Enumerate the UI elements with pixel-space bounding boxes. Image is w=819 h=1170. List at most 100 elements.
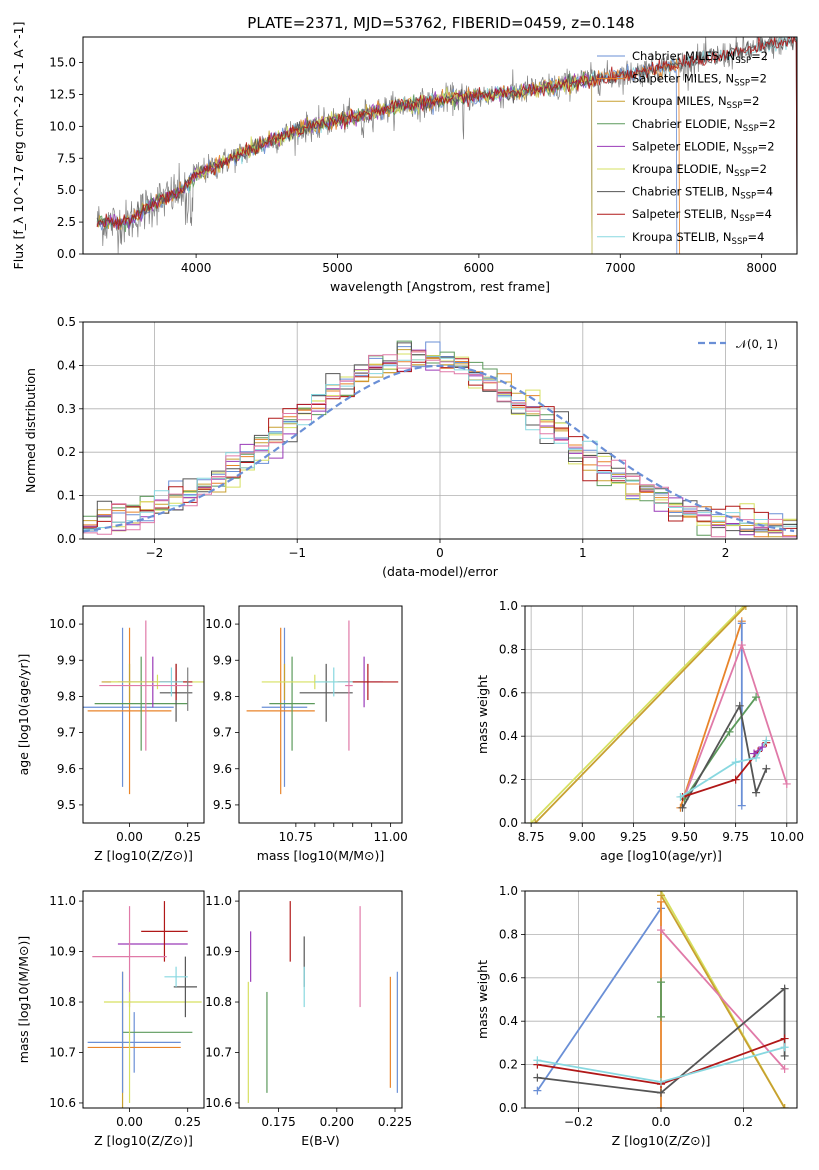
x-tick-label: 8.75 xyxy=(518,830,545,844)
figure-title: PLATE=2371, MJD=53762, FIBERID=0459, z=0… xyxy=(247,14,634,32)
y-tick-label: 15.0 xyxy=(49,56,76,70)
x-tick-label: −1 xyxy=(288,546,306,560)
y-tick-label: 0.8 xyxy=(499,642,518,656)
weight-point-marker xyxy=(780,1064,789,1073)
y-tick-label: 0.4 xyxy=(499,729,518,743)
weight-point-marker xyxy=(657,926,665,935)
axes-frame xyxy=(524,605,798,824)
x-tick-label: 1 xyxy=(579,546,587,560)
weight-point-marker xyxy=(752,693,761,702)
weight-point-marker xyxy=(780,1043,789,1052)
y-tick-label: 1.0 xyxy=(499,884,518,898)
plot-area xyxy=(246,620,399,795)
x-tick-label: 0.2 xyxy=(734,1115,753,1129)
y-tick-label: 9.9 xyxy=(213,653,232,667)
weight-point-marker xyxy=(735,701,744,710)
y-tick-label: 9.7 xyxy=(213,726,232,740)
legend-entry: Chabrier MILES, NSSP=2 xyxy=(632,49,768,66)
y-tick-label: 0.2 xyxy=(57,445,76,459)
legend-entry: Chabrier ELODIE, NSSP=2 xyxy=(632,117,776,134)
x-tick-label: 11.00 xyxy=(373,830,407,844)
weight-point-marker xyxy=(533,1056,542,1065)
weight-point-marker xyxy=(731,775,740,784)
plot-area xyxy=(247,901,398,1103)
model-line xyxy=(96,37,797,254)
y-axis-label: mass weight xyxy=(475,960,490,1039)
x-tick-label: 9.25 xyxy=(620,830,647,844)
weight-point-marker xyxy=(737,619,746,628)
weight-series-line xyxy=(537,986,786,1094)
y-tick-label: 9.6 xyxy=(57,762,76,776)
y-tick-label: 0.6 xyxy=(499,971,518,985)
weight-point-marker xyxy=(758,743,767,752)
y-tick-label: 0.4 xyxy=(57,358,76,372)
weight-series-line xyxy=(534,606,747,823)
y-tick-label: 0.0 xyxy=(57,532,76,546)
normal-reference-curve xyxy=(83,364,795,533)
x-tick-label: 0 xyxy=(436,546,444,560)
y-tick-label: 12.5 xyxy=(49,87,76,101)
y-tick-label: 10.8 xyxy=(49,995,76,1009)
panel-age-vs-mass: 10.75 11.00 9.5 9.6 9.7 9.8 9.9 10.0 mass [log10… xyxy=(205,605,408,863)
weight-series-line xyxy=(679,740,768,798)
plot-area xyxy=(83,620,204,795)
weight-point-marker xyxy=(657,1012,665,1021)
weight-point-marker xyxy=(533,1086,542,1095)
plot-area xyxy=(83,322,797,539)
panel-mass-vs-ebv: 0.175 0.200 0.225 10.6 10.7 10.8 10.9 11.0 E(B-V… xyxy=(205,890,412,1148)
weight-point-marker xyxy=(752,753,761,762)
y-tick-label: 0.5 xyxy=(57,315,76,329)
y-tick-label: 9.8 xyxy=(57,689,76,703)
panel-weight-vs-age: 8.75 9.00 9.25 9.50 9.75 10.00 0.0 0.2 0.4 0.6 0.8… xyxy=(475,599,804,863)
panel-mass-vs-Z: 0.00 0.25 10.6 10.7 10.8 10.9 11.0 Z [log10(Z/Z… xyxy=(16,890,205,1148)
y-tick-label: 0.3 xyxy=(57,402,76,416)
plot-area xyxy=(525,606,797,823)
y-tick-label: 0.0 xyxy=(499,1101,518,1115)
y-tick-label: 2.5 xyxy=(57,215,76,229)
legend-entry: Salpeter STELIB, NSSP=4 xyxy=(632,207,772,224)
y-tick-label: 5.0 xyxy=(57,183,76,197)
x-tick-label: 9.00 xyxy=(569,830,596,844)
panel-weight-vs-Z: −0.2 0.0 0.2 0.0 0.2 0.4 0.6 0.8 1.0 Z [log10(Z/Z… xyxy=(475,884,798,1148)
axes-frame xyxy=(82,890,205,1109)
x-axis-label: mass [log10(M/M⊙)] xyxy=(257,848,385,863)
weight-point-marker xyxy=(752,788,761,797)
weight-point-marker xyxy=(657,1104,665,1108)
weight-point-marker xyxy=(527,819,536,823)
y-tick-label: 0.2 xyxy=(499,773,518,787)
x-tick-label: −2 xyxy=(146,546,164,560)
weight-point-marker xyxy=(741,606,750,610)
legend-entry: Salpeter MILES, NSSP=2 xyxy=(632,72,767,89)
x-tick-label: 0.225 xyxy=(378,1115,412,1129)
y-tick-label: 11.0 xyxy=(205,894,232,908)
weight-point-marker xyxy=(780,1104,789,1108)
x-tick-label: 10.00 xyxy=(770,830,804,844)
y-tick-label: 9.9 xyxy=(57,653,76,667)
x-tick-label: 7000 xyxy=(605,261,636,275)
histogram-step xyxy=(83,356,797,539)
weight-point-marker xyxy=(533,1073,542,1082)
x-axis-label: (data-model)/error xyxy=(382,564,499,579)
y-axis-label: Normed distribution xyxy=(23,368,38,493)
axes-frame xyxy=(238,890,403,1109)
weight-series-line xyxy=(536,907,662,1092)
x-tick-label: 0.175 xyxy=(261,1115,295,1129)
y-tick-label: 10.6 xyxy=(49,1096,76,1110)
x-tick-label: −0.2 xyxy=(564,1115,593,1129)
y-axis-label: mass [log10(M/M⊙)] xyxy=(16,936,31,1064)
y-tick-label: 10.7 xyxy=(205,1045,232,1059)
y-axis-label: Flux [f_λ 10^-17 erg cm^-2 s^-1 A^-1] xyxy=(11,22,26,270)
weight-point-marker xyxy=(780,1051,789,1060)
x-tick-label: 0.00 xyxy=(116,830,143,844)
legend-entry: Chabrier STELIB, NSSP=4 xyxy=(632,185,773,202)
y-tick-label: 10.9 xyxy=(49,945,76,959)
y-tick-label: 10.0 xyxy=(49,617,76,631)
legend-entry: Kroupa STELIB, NSSP=4 xyxy=(632,230,764,247)
weight-point-marker xyxy=(725,727,734,736)
x-tick-label: 0.200 xyxy=(320,1115,354,1129)
weight-series-line xyxy=(530,606,745,823)
x-tick-label: 0.25 xyxy=(174,1115,201,1129)
weight-series-line xyxy=(679,620,743,809)
axes-frame xyxy=(82,605,205,824)
